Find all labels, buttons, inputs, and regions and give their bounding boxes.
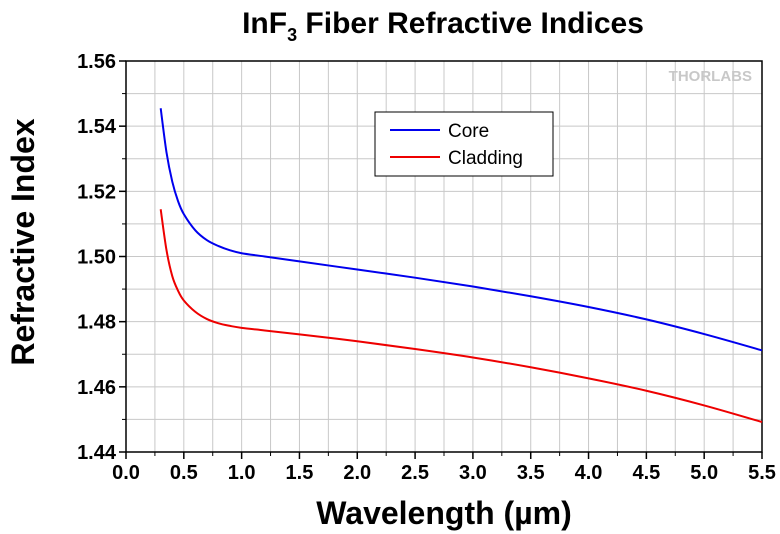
- y-tick-label: 1.50: [77, 247, 116, 269]
- chart-title-subscript: 3: [287, 25, 297, 45]
- y-axis-ticks: 1.44 1.46 1.48 1.50 1.52 1.54 1.56: [77, 51, 126, 464]
- legend: Core Cladding: [374, 111, 554, 177]
- chart-title-rest: Fiber Refractive Indices: [297, 7, 644, 40]
- x-tick-label: 5.0: [690, 462, 718, 484]
- series-line-cladding: [159, 209, 763, 423]
- legend-cladding-label: Cladding: [448, 148, 523, 169]
- y-tick-label: 1.52: [77, 181, 116, 203]
- x-tick-label: 5.5: [748, 462, 776, 484]
- x-tick-label: 2.5: [401, 462, 429, 484]
- y-tick-label: 1.48: [77, 312, 116, 334]
- x-tick-label: 1.5: [286, 462, 314, 484]
- thorlabs-logo: THORLABS: [669, 68, 752, 85]
- x-tick-label: 3.0: [459, 462, 487, 484]
- x-axis-label: Wavelength (µm): [316, 495, 571, 531]
- y-tick-label: 1.56: [77, 51, 116, 73]
- x-tick-label: 1.0: [228, 462, 256, 484]
- legend-core-label: Core: [448, 121, 489, 142]
- x-axis-ticks: 0.0 0.5 1.0 1.5 2.0 2.5 3.0 3.5 4.0 4.5 5.0 5.5: [112, 452, 776, 484]
- chart-title: InF3 Fiber Refractive Indices: [242, 7, 644, 45]
- series-group: [159, 108, 763, 423]
- y-axis-label: Refractive Index: [5, 118, 41, 365]
- legend-box: [374, 111, 554, 177]
- x-tick-label: 4.5: [632, 462, 660, 484]
- y-tick-label: 1.54: [77, 116, 117, 138]
- y-tick-label: 1.46: [77, 377, 116, 399]
- x-tick-label: 0.5: [170, 462, 198, 484]
- x-tick-label: 3.5: [517, 462, 545, 484]
- series-line-core: [159, 108, 763, 352]
- x-tick-label: 2.0: [343, 462, 371, 484]
- x-tick-label: 4.0: [575, 462, 603, 484]
- chart-title-main: InF: [242, 7, 287, 40]
- y-tick-label: 1.44: [77, 442, 117, 464]
- x-tick-label: 0.0: [112, 462, 140, 484]
